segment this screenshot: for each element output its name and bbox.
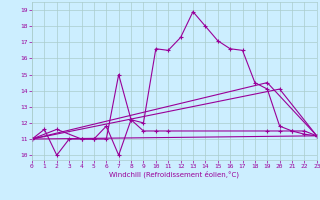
X-axis label: Windchill (Refroidissement éolien,°C): Windchill (Refroidissement éolien,°C) xyxy=(109,171,239,178)
